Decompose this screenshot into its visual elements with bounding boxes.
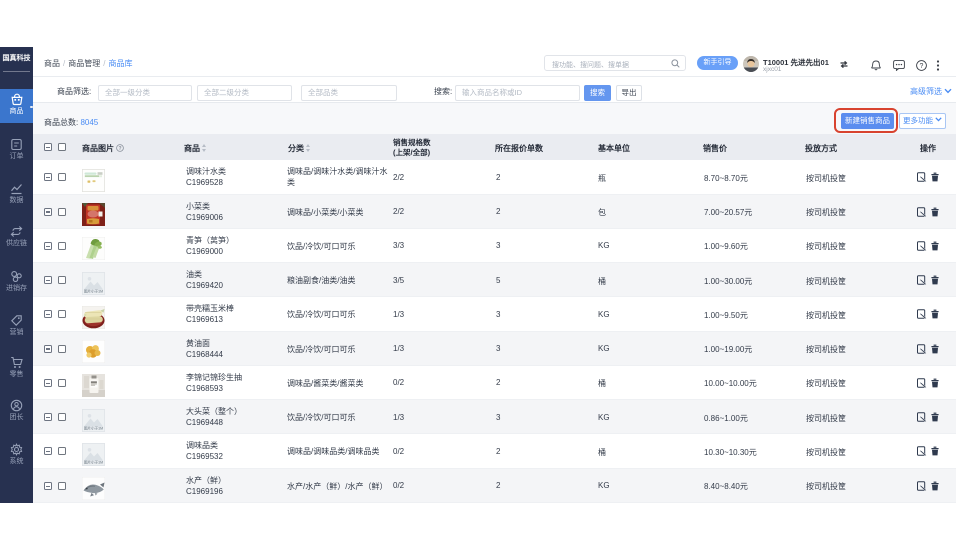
svg-text:图片小于1M: 图片小于1M xyxy=(84,425,103,430)
svg-text:?: ? xyxy=(920,62,924,69)
svg-text:图片小于1M: 图片小于1M xyxy=(84,288,103,293)
svg-text:图片小于1M: 图片小于1M xyxy=(84,459,103,464)
svg-text:?: ? xyxy=(119,146,122,152)
